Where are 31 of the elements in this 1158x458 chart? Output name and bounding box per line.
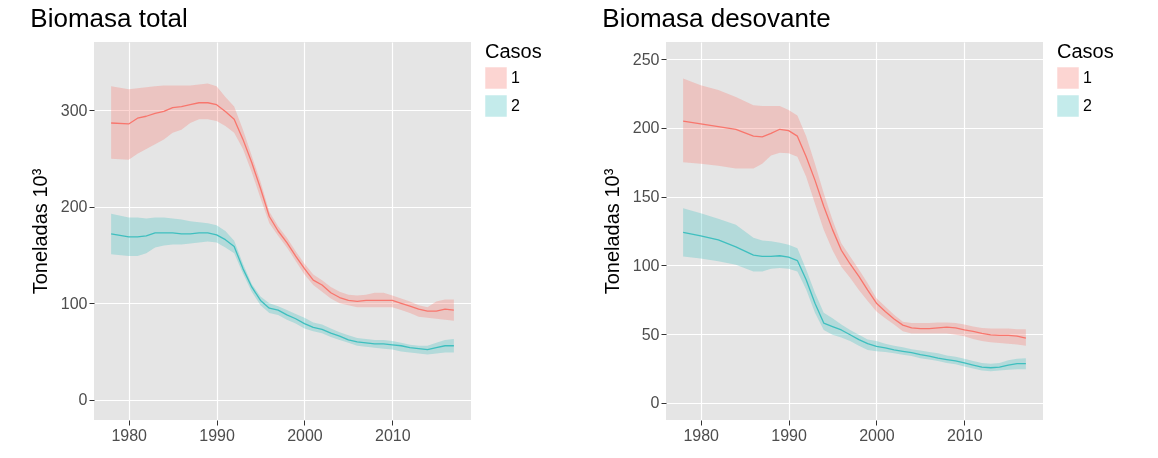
x-tick-label: 2000 bbox=[287, 426, 323, 444]
y-tick-label: 100 bbox=[60, 294, 88, 312]
x-tick-label: 1980 bbox=[111, 426, 148, 444]
x-tick-label: 2000 bbox=[859, 426, 895, 444]
line-series bbox=[682, 231, 1027, 369]
y-tick-label: 0 bbox=[650, 394, 660, 412]
y-axis-title: Toneladas 10³ bbox=[28, 168, 51, 295]
y-tick-label: 0 bbox=[78, 391, 88, 409]
line-series bbox=[682, 120, 1027, 339]
y-axis-title: Toneladas 10³ bbox=[600, 168, 623, 295]
legend-title: Casos bbox=[485, 40, 542, 62]
x-tick-label: 1980 bbox=[683, 426, 720, 444]
legend-title: Casos bbox=[1057, 40, 1114, 62]
x-tick-label: 2010 bbox=[947, 426, 983, 444]
y-tick-label: 250 bbox=[632, 50, 660, 68]
y-tick-label: 50 bbox=[641, 325, 660, 343]
y-tick-label: 200 bbox=[60, 198, 88, 216]
line-series bbox=[110, 232, 455, 351]
y-tick-label: 300 bbox=[60, 101, 88, 119]
legend-label: 1 bbox=[511, 69, 520, 86]
x-tick-label: 1990 bbox=[771, 426, 807, 444]
chart-title: Biomasa desovante bbox=[602, 3, 831, 33]
legend-label: 1 bbox=[1083, 69, 1092, 86]
chart-title: Biomasa total bbox=[30, 3, 188, 33]
x-tick-label: 1990 bbox=[199, 426, 235, 444]
y-tick-label: 100 bbox=[632, 256, 660, 274]
y-tick-label: 200 bbox=[632, 119, 660, 137]
x-tick-label: 2010 bbox=[375, 426, 411, 444]
legend-label: 2 bbox=[1083, 97, 1092, 114]
legend-label: 2 bbox=[511, 97, 520, 114]
y-tick-label: 150 bbox=[632, 188, 660, 206]
